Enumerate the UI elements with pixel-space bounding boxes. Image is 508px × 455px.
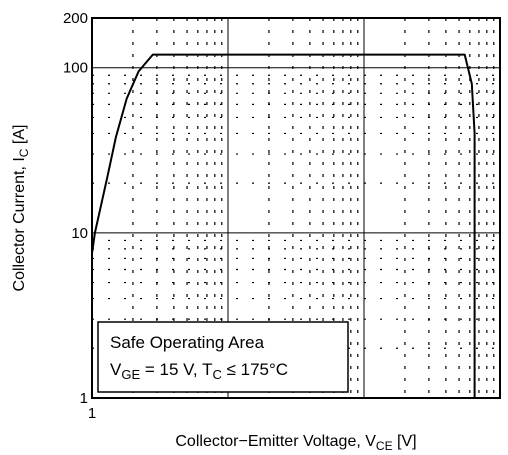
y-tick-label: 200 (63, 10, 88, 27)
y-tick-label: 1 (80, 390, 88, 407)
x-tick-label: 1 (88, 405, 96, 422)
y-tick-label: 100 (63, 60, 88, 77)
y-axis-label: Collector Current, IC [A] (11, 125, 31, 292)
annotation-title: Safe Operating Area (110, 333, 265, 352)
x-axis-label: Collector−Emitter Voltage, VCE [V] (175, 433, 416, 453)
series-line (91, 53, 476, 398)
annotation-conditions: VGE = 15 V, TC ≤ 175°C (110, 360, 288, 382)
y-tick-label: 10 (71, 225, 88, 242)
x-tick-labels: 1 (88, 405, 96, 422)
y-tick-labels: 1 10 100 200 (63, 10, 88, 407)
plot-frame (91, 17, 501, 399)
annotation-box: Safe Operating Area VGE = 15 V, TC ≤ 175… (97, 321, 349, 393)
